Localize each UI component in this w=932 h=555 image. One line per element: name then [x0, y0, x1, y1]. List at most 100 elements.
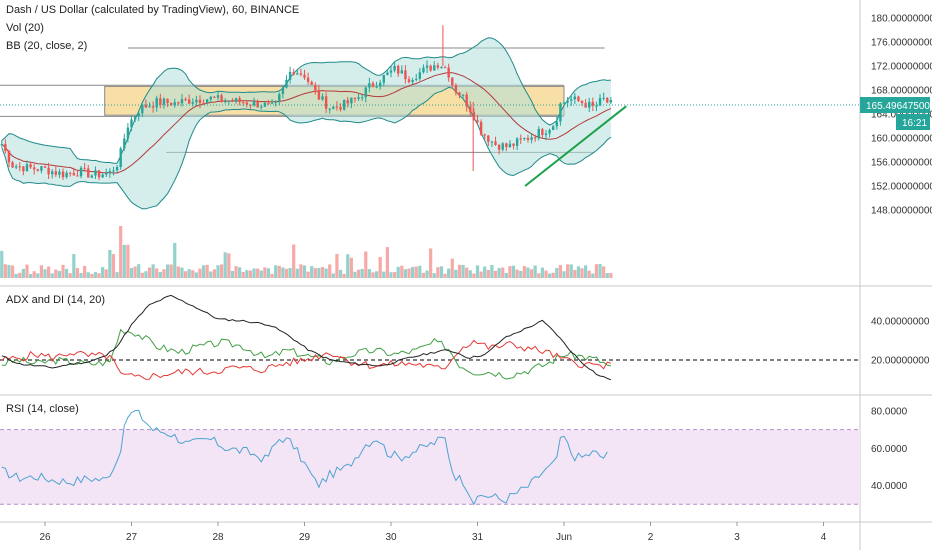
candle-body: [588, 101, 591, 108]
volume-bar: [3, 264, 7, 278]
volume-bar: [356, 269, 361, 278]
volume-bar: [21, 268, 25, 278]
candle-body: [288, 71, 292, 80]
volume-bar: [205, 264, 209, 278]
bollinger-indicator-label: BB (20, close, 2): [6, 40, 88, 52]
candle-body: [278, 94, 281, 101]
volume-bar: [288, 267, 292, 278]
candle-body: [285, 79, 288, 88]
candle-body: [339, 107, 342, 110]
volume-bar: [270, 273, 274, 278]
candle-body: [191, 102, 194, 104]
candle-body: [443, 67, 447, 69]
candle-body: [342, 99, 346, 110]
volume-bar: [529, 269, 534, 278]
time-axis-label: 29: [299, 532, 311, 543]
candle-body: [533, 137, 537, 139]
bollinger-lower-band: [1, 86, 612, 210]
volume-bar: [180, 267, 184, 278]
volume-bar: [245, 270, 249, 278]
volume-bar: [508, 266, 512, 278]
candle-body: [541, 129, 544, 136]
volume-bar: [472, 273, 476, 278]
candle-body: [252, 101, 256, 106]
candle-body: [169, 102, 173, 106]
volume-bar: [313, 268, 317, 278]
volume-bar: [126, 244, 130, 278]
volume-bar: [176, 266, 180, 278]
volume-bar: [241, 271, 245, 278]
volume-bar: [414, 266, 418, 278]
volume-bar: [65, 268, 69, 278]
candle-body: [400, 70, 404, 74]
candle-body: [483, 134, 486, 136]
candle-body: [476, 120, 479, 122]
volume-bar: [335, 253, 339, 278]
volume-bar: [396, 266, 400, 278]
volume-bar: [393, 272, 397, 278]
candle-body: [386, 72, 389, 76]
candle-body: [454, 85, 458, 93]
last-price-tag: [860, 97, 930, 114]
candle-body: [97, 170, 101, 178]
candle-body: [242, 102, 245, 104]
time-axis-label: 31: [472, 532, 484, 543]
candle-body: [213, 96, 216, 98]
volume-bar: [140, 272, 144, 278]
volume-bar: [522, 266, 526, 278]
candle-body: [256, 101, 259, 108]
candle-body: [133, 116, 137, 120]
price-axis-tick-label: 172.00000000: [871, 62, 932, 73]
volume-bar: [75, 268, 80, 278]
volume-bar: [284, 268, 289, 278]
candle-body: [7, 150, 11, 163]
volume-bar: [533, 265, 537, 278]
candle-body: [595, 105, 598, 107]
candle-body: [606, 97, 609, 103]
candle-body: [303, 74, 306, 78]
volume-bar: [490, 265, 494, 278]
volume-bar: [83, 265, 87, 278]
volume-bar: [324, 268, 328, 278]
candle-body: [54, 171, 58, 175]
candle-body: [436, 65, 440, 68]
candle-body: [198, 99, 202, 103]
volume-bar: [183, 271, 188, 278]
volume-bar: [576, 266, 581, 278]
candle-body: [512, 143, 515, 146]
volume-bar: [371, 272, 375, 278]
volume-bar: [57, 270, 62, 278]
volume-bar: [389, 272, 393, 278]
candle-body: [440, 67, 443, 69]
candle-body: [112, 170, 115, 172]
candle-body: [465, 94, 468, 107]
volume-bar: [238, 267, 242, 278]
candle-body: [404, 70, 407, 80]
candle-body: [72, 173, 76, 176]
candle-body: [25, 164, 29, 172]
volume-bar: [407, 268, 411, 278]
volume-bar: [562, 271, 566, 278]
candle-body: [324, 96, 328, 109]
volume-bar: [367, 269, 371, 278]
candle-body: [184, 99, 187, 101]
bollinger-basis: [1, 72, 612, 174]
volume-bar: [274, 265, 278, 278]
candle-body: [296, 73, 299, 75]
volume-bar: [299, 264, 303, 278]
volume-bar: [133, 266, 137, 278]
volume-bar: [252, 268, 256, 278]
volume-bar: [342, 273, 346, 278]
rsi-axis-tick-label: 40.0000: [871, 481, 908, 492]
volume-bar: [598, 264, 602, 278]
rsi-axis-tick-label: 60.0000: [871, 444, 908, 455]
volume-bar: [605, 273, 609, 278]
candle-body: [523, 137, 526, 139]
volume-bar: [194, 272, 198, 278]
volume-bar: [256, 268, 260, 278]
candle-body: [220, 95, 223, 102]
volume-bar: [281, 267, 285, 278]
candle-body: [173, 102, 176, 106]
